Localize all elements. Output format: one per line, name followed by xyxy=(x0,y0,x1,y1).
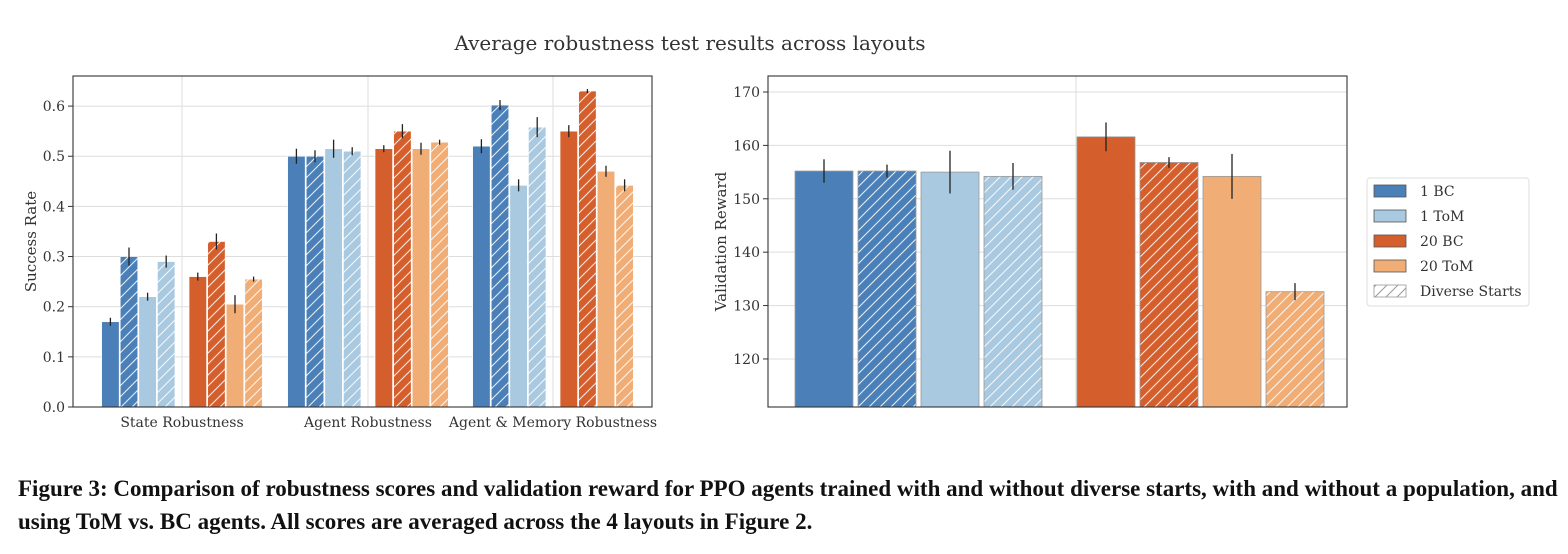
bar xyxy=(119,256,139,408)
legend-label: 20 BC xyxy=(1420,234,1464,250)
x-category-label: State Robustness xyxy=(120,415,243,431)
bar xyxy=(305,155,325,408)
legend-frame xyxy=(1366,177,1530,307)
bar xyxy=(596,170,616,408)
y-tick-label: 160 xyxy=(733,138,760,154)
y-axis-label: Success Rate xyxy=(22,191,40,292)
legend-swatch xyxy=(1373,284,1407,298)
bar xyxy=(578,90,597,408)
x-category-label: Agent & Memory Robustness xyxy=(448,415,657,431)
bar xyxy=(188,276,207,408)
bar xyxy=(393,130,412,408)
bar xyxy=(225,303,245,408)
bar xyxy=(559,130,578,408)
y-tick-label: 0.4 xyxy=(43,199,65,215)
legend-swatch xyxy=(1373,209,1407,223)
bar xyxy=(1076,136,1136,408)
validation-reward-chart: 120 130 140 150 160 170 Validation Reward xyxy=(712,75,1348,408)
bar xyxy=(490,104,510,408)
chart-canvas: Average robustness test results across l… xyxy=(22,31,1530,431)
figure-caption: Figure 3: Comparison of robustness score… xyxy=(18,476,1558,534)
legend-swatch xyxy=(1373,259,1407,273)
bar xyxy=(472,145,491,408)
y-tick-label: 0.3 xyxy=(43,250,65,266)
bar xyxy=(1202,175,1262,408)
axes-frame xyxy=(72,75,653,408)
chart-legend: 1 BC 1 ToM 20 BC 20 ToM Diverse Starts xyxy=(1366,177,1530,307)
legend-swatch xyxy=(1373,234,1407,248)
bar xyxy=(157,261,176,408)
axes-frame xyxy=(767,75,1348,408)
bar xyxy=(920,171,980,408)
y-tick-label: 0.0 xyxy=(43,400,65,416)
bar xyxy=(857,170,917,408)
bar xyxy=(324,148,343,408)
bar xyxy=(101,321,120,408)
y-tick-label: 0.5 xyxy=(43,149,65,165)
y-tick-label: 150 xyxy=(733,192,760,208)
success-rate-chart: 0.0 0.1 0.2 0.3 0.4 0.5 0.6 State Robustness Age… xyxy=(22,75,657,431)
bar xyxy=(1139,162,1199,408)
y-tick-label: 0.1 xyxy=(43,350,65,366)
y-tick-label: 120 xyxy=(733,352,760,368)
bar xyxy=(528,126,547,408)
y-tick-label: 140 xyxy=(733,245,760,261)
legend-label: 1 ToM xyxy=(1420,209,1464,225)
x-category-label: Agent Robustness xyxy=(303,415,432,431)
legend-label: 1 BC xyxy=(1420,184,1455,200)
bar xyxy=(411,148,431,408)
bar xyxy=(244,278,263,408)
bar xyxy=(430,141,449,408)
bar xyxy=(983,175,1043,408)
legend-label: Diverse Starts xyxy=(1420,284,1522,300)
figure-suptitle: Average robustness test results across l… xyxy=(453,31,925,55)
legend-swatch xyxy=(1373,184,1407,198)
y-tick-label: 0.6 xyxy=(43,99,65,115)
bar xyxy=(794,170,854,408)
bar xyxy=(374,148,393,408)
y-axis-label: Validation Reward xyxy=(712,171,730,312)
bar xyxy=(1265,291,1325,408)
y-tick-label: 0.2 xyxy=(43,300,65,316)
y-tick-label: 170 xyxy=(733,85,760,101)
bar xyxy=(287,155,306,408)
bar xyxy=(138,296,157,408)
bar xyxy=(615,185,634,408)
bar xyxy=(509,185,528,408)
bar xyxy=(343,150,362,408)
bar xyxy=(207,241,226,408)
legend-label: 20 ToM xyxy=(1420,259,1473,275)
y-tick-label: 130 xyxy=(733,299,760,315)
